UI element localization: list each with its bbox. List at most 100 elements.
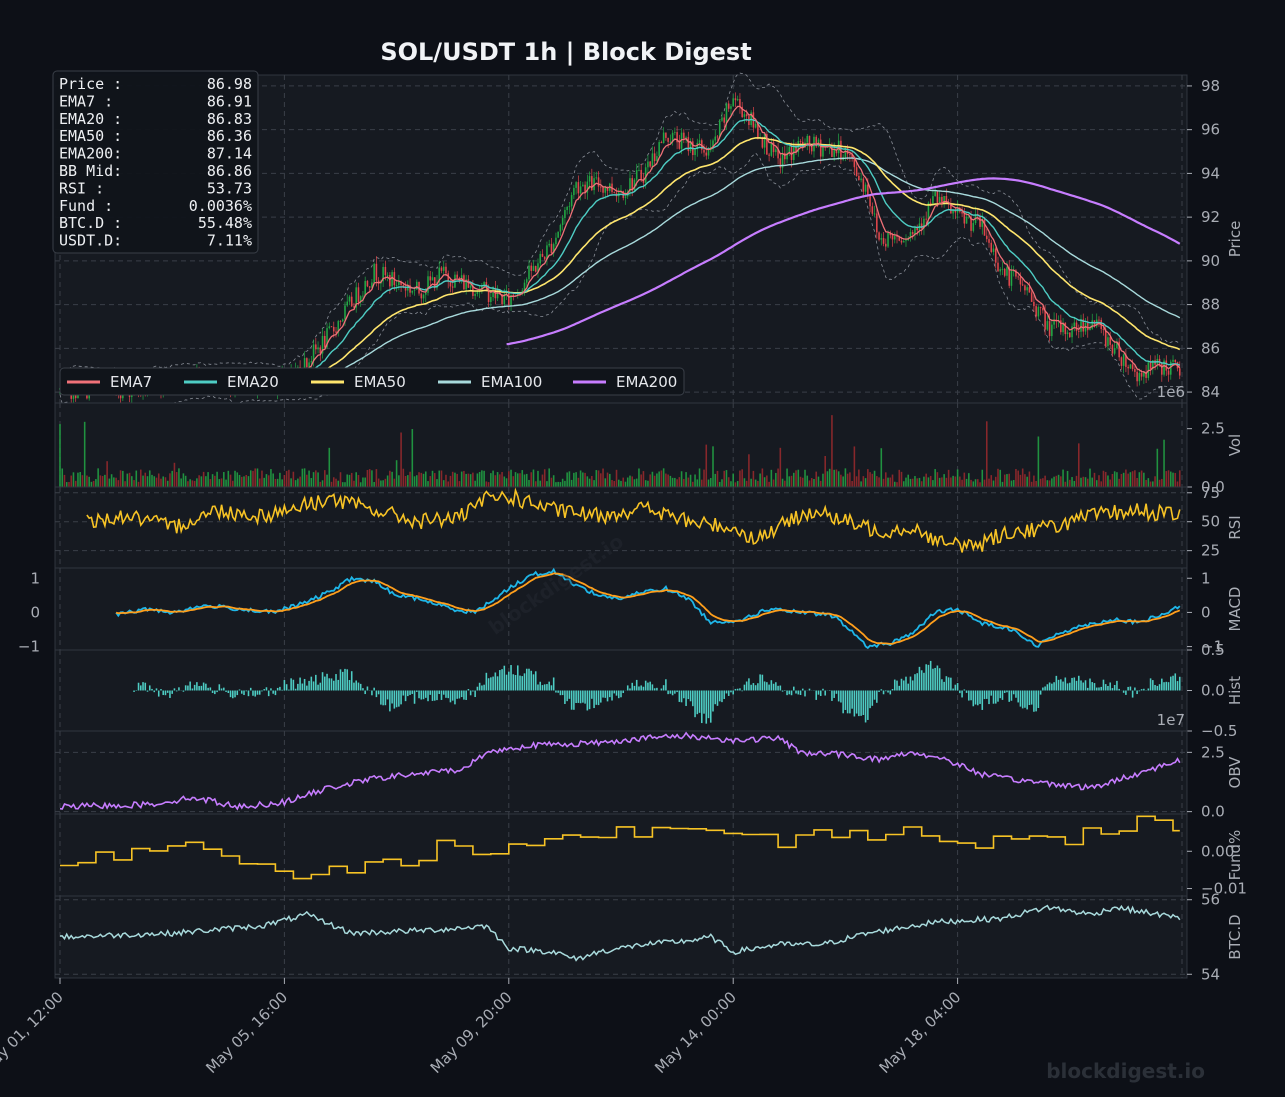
hist-bar (896, 680, 898, 691)
volume-bar (528, 479, 530, 487)
volume-bar (988, 478, 990, 487)
hist-bar (476, 686, 479, 691)
hist-bar (761, 674, 764, 691)
volume-bar (68, 481, 70, 487)
hist-bar (855, 690, 858, 714)
hist-bar (831, 690, 833, 701)
volume-bar (303, 468, 306, 487)
candle-body (849, 154, 851, 155)
hist-bar (985, 690, 988, 699)
candle-body (808, 135, 811, 147)
volume-bar (604, 478, 607, 487)
volume-bar (236, 472, 239, 487)
hist-bar (1167, 682, 1170, 691)
hist-bar (1066, 683, 1069, 691)
candle-body (775, 149, 777, 153)
volume-bar (945, 477, 948, 487)
hist-bar (552, 677, 555, 691)
volume-bar (808, 480, 811, 487)
hist-bar (626, 685, 629, 691)
hist-bar (308, 680, 310, 691)
volume-bar (826, 471, 829, 487)
candle-body (593, 178, 595, 191)
volume-bar (193, 480, 196, 487)
candle-body (431, 277, 434, 281)
volume-bar (750, 478, 752, 487)
y-tick-label: −0.01 (1201, 880, 1247, 898)
volume-bar (209, 479, 212, 487)
volume-bar (451, 471, 454, 487)
candle-body (1098, 319, 1100, 321)
volume-bar (88, 476, 90, 487)
hist-bar (521, 676, 524, 691)
hist-bar (972, 690, 975, 707)
candle-body (734, 98, 737, 101)
candle-body (1062, 322, 1064, 333)
volume-bar (896, 482, 898, 487)
volume-bar (959, 476, 961, 487)
watermark-text: blockdigest.io (1046, 1059, 1205, 1083)
volume-bar (267, 475, 270, 487)
hist-bar (202, 682, 205, 691)
y-tick-label: 54 (1201, 965, 1220, 983)
candle-body (1082, 319, 1085, 332)
candle-body (954, 209, 957, 213)
volume-bar (393, 478, 396, 487)
candle-body (510, 294, 512, 306)
candle-body (1102, 328, 1105, 330)
hist-bar (209, 687, 212, 691)
hist-bar (714, 690, 717, 705)
volume-bar (745, 480, 748, 487)
candle-body (624, 196, 627, 198)
volume-bar (503, 476, 506, 487)
candle-body (725, 103, 728, 123)
volume-bar (171, 470, 173, 487)
candle-body (927, 202, 930, 219)
hist-bar (285, 684, 288, 691)
info-value: 55.48% (198, 214, 252, 232)
hist-bar (359, 683, 362, 691)
hist-bar (162, 690, 165, 696)
hist-bar (633, 685, 636, 691)
volume-bar (1116, 472, 1118, 487)
hist-bar (730, 690, 732, 693)
hist-bar (770, 680, 773, 691)
info-label: BB Mid: (59, 162, 122, 180)
volume-bar (801, 477, 804, 487)
volume-bar (1167, 470, 1170, 487)
hist-bar (568, 690, 571, 699)
hist-bar (873, 690, 876, 700)
volume-bar (1086, 478, 1089, 487)
hist-bar (606, 690, 609, 702)
y-tick-label: 88 (1201, 296, 1220, 314)
hist-bar (440, 690, 443, 700)
hist-bar (833, 690, 835, 698)
volume-bar (1066, 470, 1069, 487)
hist-bar (950, 677, 952, 691)
volume-bar (842, 476, 844, 487)
hist-bar (593, 690, 595, 709)
volume-bar (828, 468, 831, 487)
volume-bar (346, 474, 349, 487)
candle-body (1163, 360, 1165, 375)
candle-body (858, 175, 860, 181)
volume-bar (173, 462, 176, 487)
y-tick-label: 86 (1201, 339, 1220, 357)
hist-bar (175, 690, 178, 692)
info-value: 7.11% (207, 232, 252, 250)
hist-bar (743, 684, 746, 691)
candle-body (763, 133, 766, 148)
candle-body (862, 178, 865, 192)
hist-bar (427, 690, 429, 702)
volume-bar (566, 472, 568, 487)
volume-bar (521, 470, 524, 487)
volume-bar (1053, 476, 1055, 487)
panel-label: Vol (1226, 434, 1244, 456)
volume-bar (876, 476, 878, 487)
volume-bar (1006, 474, 1008, 487)
volume-bar (232, 480, 234, 487)
volume-bar (1075, 475, 1078, 487)
volume-bar (667, 474, 669, 487)
volume-bar (727, 477, 730, 487)
candle-body (730, 106, 732, 109)
